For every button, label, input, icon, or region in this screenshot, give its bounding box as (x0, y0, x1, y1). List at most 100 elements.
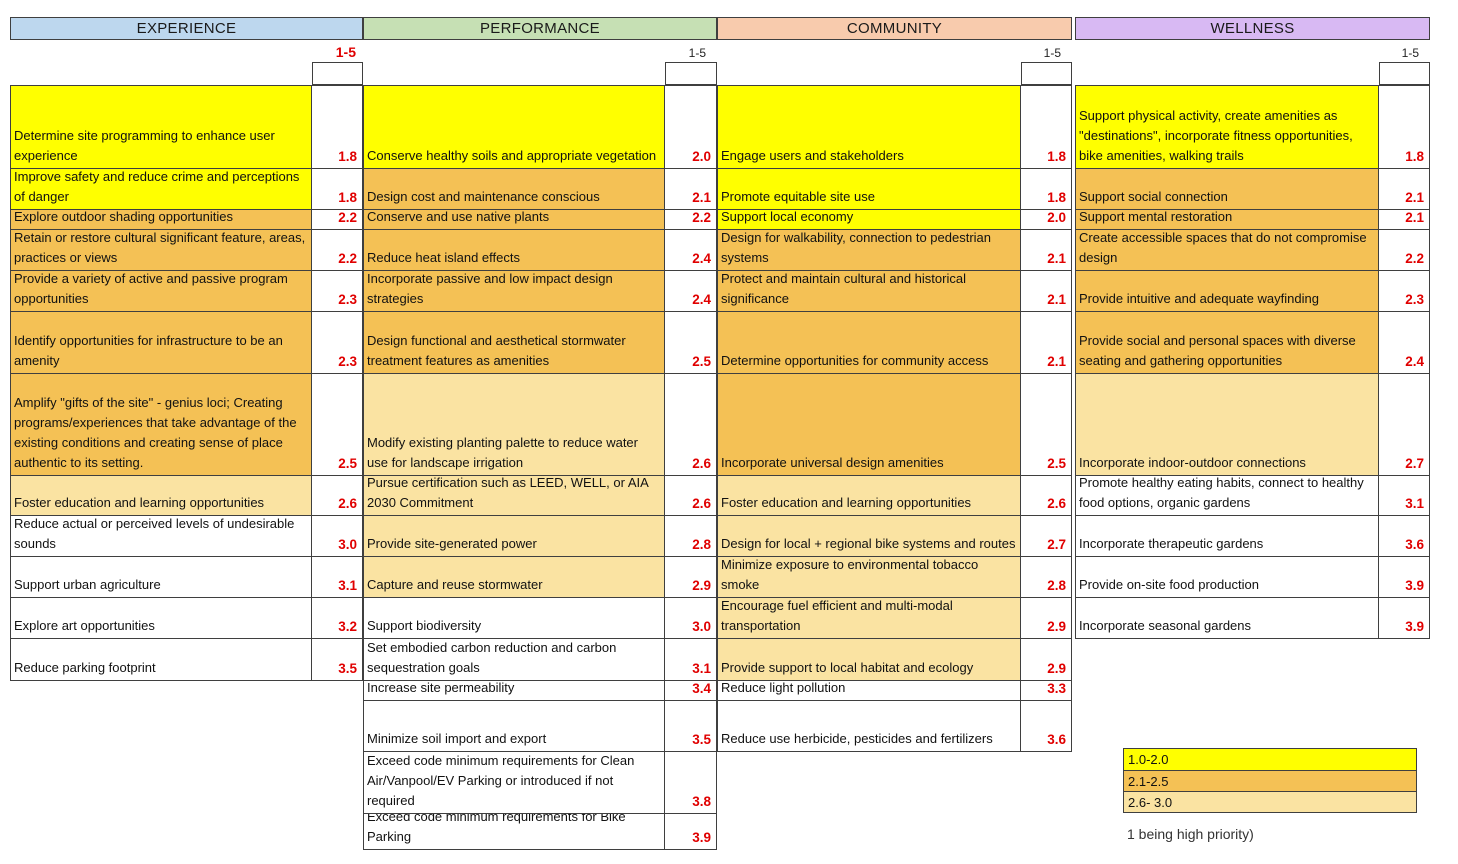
strategy-score-cell[interactable]: 3.1 (312, 557, 362, 597)
strategy-text-cell[interactable]: Protect and maintain cultural and histor… (718, 271, 1021, 311)
strategy-text-cell[interactable]: Reduce actual or perceived levels of und… (11, 516, 312, 556)
strategy-score-cell[interactable]: 2.1 (1379, 169, 1429, 209)
strategy-text-cell[interactable]: Create accessible spaces that do not com… (1076, 230, 1379, 270)
strategy-score-cell[interactable]: 2.2 (665, 210, 716, 229)
strategy-score-cell[interactable]: 3.0 (665, 598, 716, 638)
strategy-score-cell[interactable]: 3.0 (312, 516, 362, 556)
strategy-score-cell[interactable]: 2.8 (1021, 557, 1071, 597)
strategy-score-cell[interactable]: 2.6 (665, 476, 716, 515)
strategy-text-cell[interactable]: Provide on-site food production (1076, 557, 1379, 597)
strategy-score-cell[interactable]: 3.9 (665, 814, 716, 849)
strategy-score-cell[interactable]: 2.9 (1021, 639, 1071, 680)
strategy-text-cell[interactable]: Conserve and use native plants (364, 210, 665, 229)
strategy-score-cell[interactable]: 2.6 (1021, 476, 1071, 515)
strategy-score-cell[interactable]: 2.8 (665, 516, 716, 556)
strategy-score-cell[interactable]: 3.4 (665, 681, 716, 700)
strategy-text-cell[interactable]: Retain or restore cultural significant f… (11, 230, 312, 270)
strategy-score-cell[interactable]: 3.1 (665, 639, 716, 680)
strategy-text-cell[interactable]: Determine site programming to enhance us… (11, 86, 312, 168)
strategy-score-cell[interactable]: 2.7 (1021, 516, 1071, 556)
strategy-text-cell[interactable]: Capture and reuse stormwater (364, 557, 665, 597)
strategy-text-cell[interactable]: Incorporate passive and low impact desig… (364, 271, 665, 311)
strategy-score-cell[interactable]: 2.6 (312, 476, 362, 515)
strategy-text-cell[interactable]: Support local economy (718, 210, 1021, 229)
strategy-score-cell[interactable]: 3.9 (1379, 598, 1429, 638)
strategy-text-cell[interactable]: Set embodied carbon reduction and carbon… (364, 639, 665, 680)
strategy-score-cell[interactable]: 2.5 (1021, 374, 1071, 475)
strategy-text-cell[interactable]: Design for walkability, connection to pe… (718, 230, 1021, 270)
strategy-score-cell[interactable]: 2.3 (312, 312, 362, 373)
strategy-text-cell[interactable]: Engage users and stakeholders (718, 86, 1021, 168)
strategy-text-cell[interactable]: Reduce light pollution (718, 681, 1021, 700)
strategy-score-cell[interactable]: 3.1 (1379, 476, 1429, 515)
strategy-text-cell[interactable]: Improve safety and reduce crime and perc… (11, 169, 312, 209)
strategy-text-cell[interactable]: Exceed code minimum requirements for Bik… (364, 814, 665, 849)
strategy-text-cell[interactable]: Incorporate universal design amenities (718, 374, 1021, 475)
strategy-text-cell[interactable]: Explore art opportunities (11, 598, 312, 638)
strategy-score-cell[interactable]: 2.2 (312, 230, 362, 270)
strategy-score-cell[interactable]: 3.8 (665, 752, 716, 813)
strategy-score-cell[interactable]: 2.5 (312, 374, 362, 475)
empty-score-cell-experience[interactable] (312, 62, 363, 85)
strategy-text-cell[interactable]: Design for local + regional bike systems… (718, 516, 1021, 556)
strategy-text-cell[interactable]: Support physical activity, create amenit… (1076, 86, 1379, 168)
strategy-text-cell[interactable]: Amplify "gifts of the site" - genius loc… (11, 374, 312, 475)
strategy-text-cell[interactable]: Support social connection (1076, 169, 1379, 209)
strategy-score-cell[interactable]: 2.4 (1379, 312, 1429, 373)
strategy-text-cell[interactable]: Incorporate seasonal gardens (1076, 598, 1379, 638)
strategy-score-cell[interactable]: 2.2 (312, 210, 362, 229)
strategy-score-cell[interactable]: 2.1 (1379, 210, 1429, 229)
strategy-text-cell[interactable]: Reduce parking footprint (11, 639, 312, 680)
strategy-score-cell[interactable]: 3.3 (1021, 681, 1071, 700)
strategy-score-cell[interactable]: 3.5 (312, 639, 362, 680)
empty-score-cell-community[interactable] (1021, 62, 1072, 85)
strategy-score-cell[interactable]: 2.5 (665, 312, 716, 373)
strategy-text-cell[interactable]: Incorporate therapeutic gardens (1076, 516, 1379, 556)
strategy-score-cell[interactable]: 2.3 (1379, 271, 1429, 311)
strategy-score-cell[interactable]: 2.9 (665, 557, 716, 597)
strategy-text-cell[interactable]: Design functional and aesthetical stormw… (364, 312, 665, 373)
strategy-score-cell[interactable]: 3.6 (1379, 516, 1429, 556)
strategy-text-cell[interactable]: Conserve healthy soils and appropriate v… (364, 86, 665, 168)
strategy-text-cell[interactable]: Support urban agriculture (11, 557, 312, 597)
strategy-score-cell[interactable]: 2.7 (1379, 374, 1429, 475)
strategy-score-cell[interactable]: 2.1 (1021, 271, 1071, 311)
strategy-text-cell[interactable]: Reduce use herbicide, pesticides and fer… (718, 701, 1021, 751)
strategy-score-cell[interactable]: 1.8 (312, 86, 362, 168)
strategy-text-cell[interactable]: Promote equitable site use (718, 169, 1021, 209)
strategy-score-cell[interactable]: 2.9 (1021, 598, 1071, 638)
strategy-text-cell[interactable]: Encourage fuel efficient and multi-modal… (718, 598, 1021, 638)
strategy-score-cell[interactable]: 2.0 (1021, 210, 1071, 229)
strategy-score-cell[interactable]: 2.3 (312, 271, 362, 311)
strategy-score-cell[interactable]: 1.8 (1021, 169, 1071, 209)
strategy-text-cell[interactable]: Identify opportunities for infrastructur… (11, 312, 312, 373)
strategy-text-cell[interactable]: Pursue certification such as LEED, WELL,… (364, 476, 665, 515)
strategy-score-cell[interactable]: 2.1 (665, 169, 716, 209)
strategy-text-cell[interactable]: Incorporate indoor-outdoor connections (1076, 374, 1379, 475)
strategy-text-cell[interactable]: Exceed code minimum requirements for Cle… (364, 752, 665, 813)
strategy-score-cell[interactable]: 3.6 (1021, 701, 1071, 751)
strategy-text-cell[interactable]: Provide support to local habitat and eco… (718, 639, 1021, 680)
strategy-text-cell[interactable]: Provide a variety of active and passive … (11, 271, 312, 311)
strategy-text-cell[interactable]: Minimize exposure to environmental tobac… (718, 557, 1021, 597)
strategy-text-cell[interactable]: Provide site-generated power (364, 516, 665, 556)
strategy-text-cell[interactable]: Support mental restoration (1076, 210, 1379, 229)
strategy-score-cell[interactable]: 2.0 (665, 86, 716, 168)
strategy-score-cell[interactable]: 2.6 (665, 374, 716, 475)
strategy-text-cell[interactable]: Minimize soil import and export (364, 701, 665, 751)
empty-score-cell-performance[interactable] (665, 62, 717, 85)
strategy-text-cell[interactable]: Support biodiversity (364, 598, 665, 638)
strategy-score-cell[interactable]: 1.8 (1021, 86, 1071, 168)
strategy-text-cell[interactable]: Reduce heat island effects (364, 230, 665, 270)
strategy-score-cell[interactable]: 1.8 (312, 169, 362, 209)
strategy-text-cell[interactable]: Design cost and maintenance conscious (364, 169, 665, 209)
strategy-score-cell[interactable]: 2.1 (1021, 230, 1071, 270)
strategy-score-cell[interactable]: 2.4 (665, 230, 716, 270)
strategy-score-cell[interactable]: 3.9 (1379, 557, 1429, 597)
strategy-score-cell[interactable]: 2.2 (1379, 230, 1429, 270)
strategy-text-cell[interactable]: Increase site permeability (364, 681, 665, 700)
strategy-text-cell[interactable]: Foster education and learning opportunit… (718, 476, 1021, 515)
strategy-text-cell[interactable]: Modify existing planting palette to redu… (364, 374, 665, 475)
strategy-text-cell[interactable]: Provide intuitive and adequate wayfindin… (1076, 271, 1379, 311)
strategy-text-cell[interactable]: Promote healthy eating habits, connect t… (1076, 476, 1379, 515)
